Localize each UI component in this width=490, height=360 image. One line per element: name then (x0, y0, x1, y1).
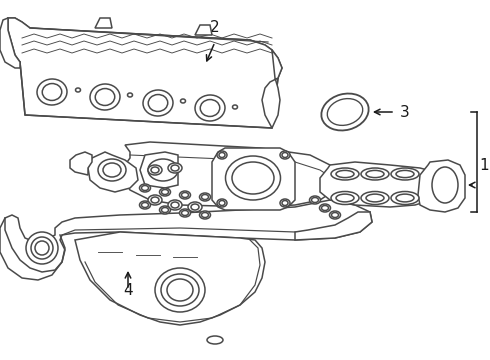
Polygon shape (320, 162, 440, 207)
Ellipse shape (26, 232, 58, 264)
Ellipse shape (219, 201, 225, 206)
Ellipse shape (148, 195, 162, 205)
Ellipse shape (148, 95, 168, 112)
Polygon shape (8, 18, 278, 128)
Polygon shape (8, 18, 282, 82)
Ellipse shape (148, 159, 178, 181)
Ellipse shape (321, 94, 368, 130)
Polygon shape (75, 232, 265, 325)
Ellipse shape (396, 170, 414, 177)
Ellipse shape (199, 211, 211, 219)
Ellipse shape (217, 151, 227, 159)
Ellipse shape (160, 206, 171, 214)
Ellipse shape (143, 90, 173, 116)
Ellipse shape (162, 207, 169, 212)
Ellipse shape (321, 206, 328, 211)
Ellipse shape (282, 153, 288, 158)
Polygon shape (295, 212, 372, 240)
Ellipse shape (232, 105, 238, 109)
Ellipse shape (151, 197, 159, 203)
Text: 4: 4 (123, 283, 133, 298)
Ellipse shape (179, 209, 191, 217)
Ellipse shape (336, 194, 354, 202)
Ellipse shape (195, 95, 225, 121)
Ellipse shape (180, 99, 186, 103)
Ellipse shape (103, 163, 121, 177)
Ellipse shape (366, 194, 384, 202)
Ellipse shape (142, 202, 148, 207)
Ellipse shape (142, 185, 148, 190)
Ellipse shape (280, 199, 290, 207)
Polygon shape (122, 142, 338, 207)
Ellipse shape (168, 200, 182, 210)
Ellipse shape (361, 168, 389, 180)
Polygon shape (0, 18, 20, 68)
Ellipse shape (207, 336, 223, 344)
Ellipse shape (95, 89, 115, 105)
Ellipse shape (37, 79, 67, 105)
Ellipse shape (332, 212, 339, 217)
Ellipse shape (171, 165, 179, 171)
Ellipse shape (160, 188, 171, 196)
Ellipse shape (167, 279, 193, 301)
Ellipse shape (168, 163, 182, 173)
Ellipse shape (282, 201, 288, 206)
Ellipse shape (232, 162, 274, 194)
Ellipse shape (179, 191, 191, 199)
Ellipse shape (151, 167, 159, 173)
Ellipse shape (391, 192, 419, 204)
Ellipse shape (171, 202, 179, 208)
Ellipse shape (219, 153, 225, 158)
Ellipse shape (310, 196, 320, 204)
Ellipse shape (127, 93, 132, 97)
Ellipse shape (42, 84, 62, 100)
Ellipse shape (319, 204, 330, 212)
Ellipse shape (217, 199, 227, 207)
Ellipse shape (188, 202, 202, 212)
Ellipse shape (31, 237, 53, 259)
Polygon shape (88, 152, 138, 192)
Ellipse shape (361, 192, 389, 204)
Text: 2: 2 (210, 20, 220, 35)
Polygon shape (5, 200, 372, 272)
Ellipse shape (140, 201, 150, 209)
Ellipse shape (191, 204, 199, 210)
Polygon shape (70, 152, 92, 175)
Ellipse shape (199, 193, 211, 201)
Polygon shape (418, 160, 465, 212)
Ellipse shape (35, 241, 49, 255)
Ellipse shape (161, 274, 199, 306)
Ellipse shape (327, 99, 363, 125)
Ellipse shape (391, 168, 419, 180)
Ellipse shape (280, 151, 290, 159)
Polygon shape (195, 25, 212, 35)
Ellipse shape (432, 167, 458, 203)
Polygon shape (262, 50, 282, 128)
Text: 3: 3 (400, 104, 410, 120)
Ellipse shape (312, 198, 318, 202)
Text: 1: 1 (479, 158, 489, 172)
Ellipse shape (181, 193, 189, 198)
Ellipse shape (98, 159, 126, 181)
Ellipse shape (201, 194, 209, 199)
Ellipse shape (336, 170, 354, 177)
Ellipse shape (366, 170, 384, 177)
Polygon shape (212, 148, 295, 210)
Ellipse shape (331, 168, 359, 180)
Ellipse shape (329, 211, 341, 219)
Ellipse shape (75, 88, 80, 92)
Ellipse shape (140, 184, 150, 192)
Ellipse shape (331, 192, 359, 204)
Polygon shape (140, 152, 178, 188)
Ellipse shape (148, 165, 162, 175)
Ellipse shape (90, 84, 120, 110)
Ellipse shape (396, 194, 414, 202)
Polygon shape (95, 18, 112, 28)
Ellipse shape (162, 189, 169, 194)
Ellipse shape (225, 156, 280, 200)
Ellipse shape (181, 211, 189, 216)
Ellipse shape (200, 100, 220, 116)
Ellipse shape (155, 268, 205, 312)
Ellipse shape (201, 212, 209, 217)
